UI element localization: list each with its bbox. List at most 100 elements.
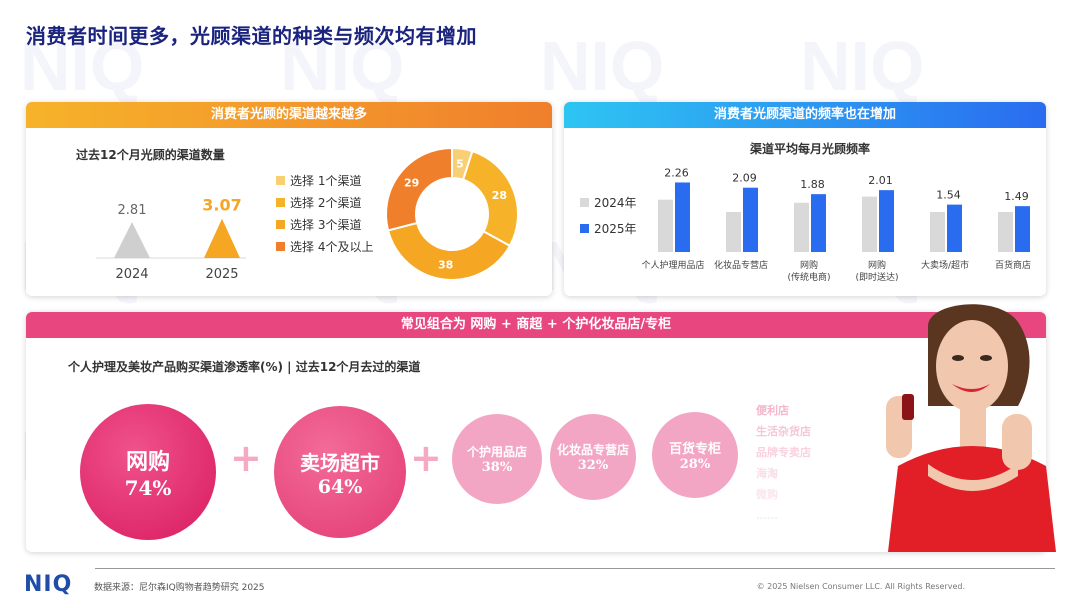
supermarket-circle: 卖场超市 64% <box>274 406 406 538</box>
channel-count-triangle-2025 <box>204 218 240 258</box>
data-label: 3.07 <box>202 196 241 215</box>
circle-name: 网购 <box>125 450 170 475</box>
data-label: 1.88 <box>800 178 825 191</box>
tick-label: 2025 <box>205 267 238 282</box>
other-channel: 生活杂货店 <box>756 425 811 438</box>
legend-label: 选择 2个渠道 <box>290 196 362 210</box>
page-title: 消费者时间更多，光顾渠道的种类与频次均有增加 <box>26 24 477 48</box>
model-photo <box>886 304 1056 552</box>
tick-label: 2024 <box>115 267 148 282</box>
legend-swatch <box>276 176 285 185</box>
bar-2025年-3 <box>811 194 826 252</box>
plus-sign: + <box>230 436 262 480</box>
channel-combo-header: 常见组合为 网购 + 商超 + 个护化妆品店/专柜 <box>26 312 1046 338</box>
pie-legend-1: 选择 1个渠道 <box>276 172 361 189</box>
donut-slice-4 <box>385 146 453 232</box>
other-channel: 便利店 <box>756 404 789 417</box>
bar-2024年-2 <box>726 212 741 252</box>
circle-pct: 64% <box>317 475 363 498</box>
svg-text:NIQ: NIQ <box>800 27 924 105</box>
bar-2024年-6 <box>998 212 1013 252</box>
circle-name: 百货专柜 <box>668 442 721 457</box>
legend-swatch <box>580 198 589 207</box>
pie-legend-4: 选择 4个及以上 <box>276 238 373 255</box>
tick-label: (即时送达) <box>855 271 898 283</box>
legend-swatch <box>276 242 285 251</box>
pie-legend-3: 选择 3个渠道 <box>276 216 361 233</box>
circle-pct: 38% <box>481 460 513 475</box>
slice-label: 29 <box>404 177 419 190</box>
copyright: © 2025 Nielsen Consumer LLC. All Rights … <box>756 582 965 591</box>
bar-2024年-3 <box>794 202 809 252</box>
plus-sign: + <box>410 436 442 480</box>
data-label: 2.26 <box>664 166 689 179</box>
visit-frequency-chart: 2.26个人护理用品店2.09化妆品专营店1.88网购(传统电商)2.01网购(… <box>641 166 1031 283</box>
circle-pct: 28% <box>679 457 711 472</box>
channel-count-header: 消费者光顾的渠道越来越多 <box>26 102 552 128</box>
svg-text:NIQ: NIQ <box>540 27 664 105</box>
other-channel: 微购 <box>756 488 778 501</box>
slice-label: 28 <box>492 189 507 202</box>
channel-count-card: 消费者光顾的渠道越来越多 过去12个月光顾的渠道数量 2.81 2024 3.07 2… <box>26 102 552 296</box>
bar-2024年-5 <box>930 212 945 252</box>
pie-legend-2: 选择 2个渠道 <box>276 194 361 211</box>
legend-label: 选择 3个渠道 <box>290 218 362 232</box>
slice-label: 38 <box>438 259 453 272</box>
data-label: 2.81 <box>118 203 147 218</box>
legend-label: 选择 4个及以上 <box>290 240 374 254</box>
bar-2025年-4 <box>879 190 894 252</box>
visit-frequency-card: 消费者光顾渠道的频率也在增加 渠道平均每月光顾频率 2024年 2025年 2.… <box>564 102 1046 296</box>
legend-label: 2024年 <box>594 196 637 210</box>
bar-2025年-1 <box>675 182 690 252</box>
channel-count-chart: 2.81 2024 3.07 2025 <box>96 196 246 282</box>
circle-pct: 32% <box>577 458 609 473</box>
other-channel: 品牌专卖店 <box>756 446 811 459</box>
tick-label: 个人护理用品店 <box>641 259 704 271</box>
slice-label: 5 <box>456 158 464 171</box>
circle-name: 个护用品店 <box>466 445 527 459</box>
data-source: 数据来源：尼尔森IQ购物者趋势研究 2025 <box>94 583 265 593</box>
channel-mix-donut: 5 28 38 29 <box>385 146 519 281</box>
niq-logo: NIQ <box>24 572 73 597</box>
bar-2025年-6 <box>1015 206 1030 252</box>
tick-label: 网购 <box>868 259 886 271</box>
cosmetics-store-circle: 化妆品专营店 32% <box>550 414 636 500</box>
online-circle: 网购 74% <box>80 404 216 540</box>
bar-2025年-5 <box>947 204 962 252</box>
donut-slice-2 <box>461 149 519 248</box>
tick-label: 网购 <box>800 259 818 271</box>
penetration-subtitle: 个人护理及美妆产品购买渠道渗透率(%) | 过去12个月去过的渠道 <box>68 360 421 374</box>
personal-care-store-circle: 个护用品店 38% <box>452 414 542 504</box>
bar-2025年-2 <box>743 187 758 252</box>
circle-pct: 74% <box>124 476 172 500</box>
circle-name: 卖场超市 <box>300 450 380 475</box>
legend-swatch <box>276 220 285 229</box>
tick-label: 百货商店 <box>995 259 1031 271</box>
bar-2024年-1 <box>658 199 673 252</box>
bar-legend-2024: 2024年 <box>580 194 637 211</box>
visit-frequency-header: 消费者光顾渠道的频率也在增加 <box>564 102 1046 128</box>
legend-label: 2025年 <box>594 222 637 236</box>
bar-2024年-4 <box>862 196 877 252</box>
bar-legend-2025: 2025年 <box>580 220 637 237</box>
data-label: 2.01 <box>868 174 893 187</box>
data-label: 1.49 <box>1004 190 1029 203</box>
legend-label: 选择 1个渠道 <box>290 174 362 188</box>
data-label: 1.54 <box>936 189 961 202</box>
legend-swatch <box>276 198 285 207</box>
other-channel: …… <box>756 509 778 522</box>
other-channels-list: 便利店 生活杂货店 品牌专卖店 海淘 微购 …… <box>756 400 856 526</box>
tick-label: 化妆品专营店 <box>714 259 768 271</box>
donut-slice-3 <box>386 221 512 281</box>
footer-divider <box>95 568 1055 569</box>
tick-label: (传统电商) <box>787 271 830 283</box>
circle-name: 化妆品专营店 <box>556 443 629 457</box>
tick-label: 大卖场/超市 <box>921 259 969 271</box>
data-label: 2.09 <box>732 172 757 185</box>
visit-frequency-subtitle: 渠道平均每月光顾频率 <box>750 142 871 156</box>
department-store-circle: 百货专柜 28% <box>652 412 738 498</box>
other-channel: 海淘 <box>756 467 778 480</box>
channel-count-subtitle: 过去12个月光顾的渠道数量 <box>76 148 225 162</box>
legend-swatch <box>580 224 589 233</box>
channel-count-triangle-2024 <box>114 222 150 258</box>
